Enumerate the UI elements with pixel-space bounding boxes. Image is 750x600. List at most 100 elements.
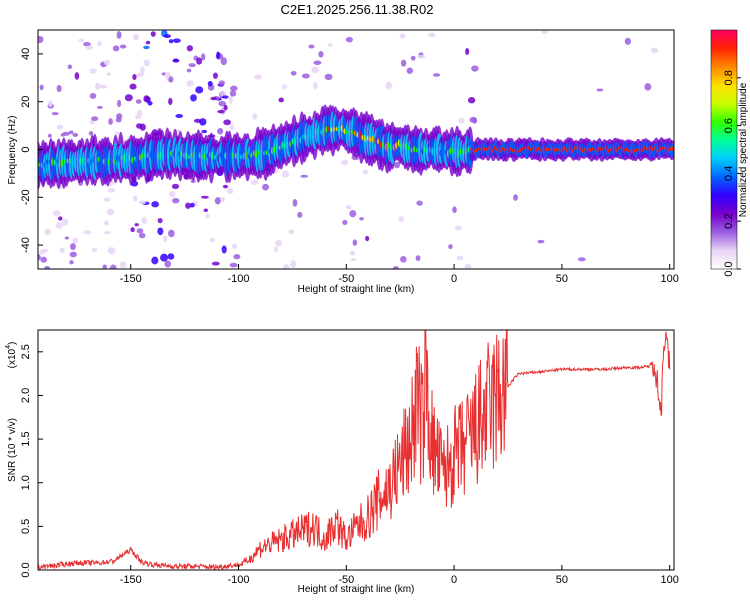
spectrogram-speckle: [308, 44, 315, 49]
spectrogram-speckle: [223, 119, 232, 126]
spectrogram-speckle: [186, 68, 192, 73]
spectrogram-speckle: [229, 123, 235, 131]
spectrogram-speckle: [44, 266, 51, 269]
spectrogram-speckle: [232, 243, 238, 249]
spectrogram-speckle: [205, 213, 210, 219]
spectrogram-speckle: [175, 129, 181, 133]
spectrogram-speckle: [352, 239, 358, 246]
spectrogram-speckle: [345, 36, 353, 43]
spectrogram-speckle: [116, 31, 122, 39]
spectrogram-speckle: [399, 33, 406, 39]
spectrogram-speckle: [72, 237, 78, 244]
spectrogram-speckle: [95, 82, 101, 90]
snr-x-axis-label: Height of straight line (km): [298, 584, 415, 595]
spectrogram-speckle: [456, 255, 464, 261]
snr-x-axis: -150 -100 -50 0 50 100: [120, 565, 679, 586]
spectrogram-speckle: [398, 216, 404, 223]
spectrogram-speckle: [145, 40, 151, 45]
spectrogram-speckle: [433, 73, 441, 77]
spectrogram-speckle: [107, 247, 116, 255]
spectrogram-speckle: [467, 97, 476, 104]
spectrogram-speckle: [251, 180, 259, 186]
spectrogram-speckle: [140, 66, 145, 75]
spectrogram-y-axis-label: Frequency (Hz): [7, 116, 18, 185]
colorbar-tick-label: 0.2: [723, 214, 735, 229]
spectrogram-speckle: [210, 96, 217, 101]
spectrogram-speckle: [282, 84, 287, 90]
spectrogram-speckle: [157, 218, 163, 224]
spectrogram-speckle: [103, 59, 111, 66]
snr-series-line: [38, 330, 671, 570]
spectrogram-speckle: [38, 35, 44, 44]
colorbar-tick-label: 0.6: [723, 118, 735, 133]
spectrogram-speckle: [362, 169, 369, 175]
snr-y-axis-label: SNR (10 * v/v): [7, 418, 18, 482]
spectrogram-speckle: [47, 133, 52, 138]
spectrogram-speckle: [190, 179, 196, 183]
spectrogram-speckle: [222, 184, 229, 189]
spectrogram-speckle: [537, 239, 545, 244]
spectrogram-speckle: [458, 117, 465, 124]
colorbar-tick-label: 0.4: [723, 166, 735, 181]
spectrogram-speckle: [273, 246, 278, 253]
spectrogram-speckle: [223, 104, 228, 111]
spectrogram-speckle: [201, 129, 208, 134]
spectrogram-speckle: [168, 39, 174, 44]
spectrogram-speckle: [168, 97, 173, 106]
spectrogram-speckle: [400, 255, 407, 263]
spectrogram-y-tick-label: 20: [20, 96, 32, 108]
spectrogram-speckle: [513, 194, 518, 201]
spectrogram-speckle: [143, 45, 150, 50]
snr-x-tick-label: 0: [451, 574, 457, 586]
spectrogram-speckle: [112, 45, 120, 52]
spectrogram-speckle: [56, 84, 62, 93]
spectrogram-speckle: [60, 132, 66, 137]
spectrogram-speckle: [359, 217, 364, 221]
spectrogram-speckle: [342, 219, 348, 226]
snr-y-tick-label: 1.0: [20, 475, 32, 490]
spectrogram-speckle: [39, 84, 44, 91]
spectrogram-speckle: [83, 230, 92, 235]
spectrogram-speckle: [218, 80, 226, 86]
spectrogram-x-tick-label: 100: [661, 273, 679, 285]
spectrogram-speckle: [134, 223, 139, 227]
spectrogram-speckle: [168, 229, 175, 238]
spectrogram-speckle: [96, 105, 103, 109]
spectrogram-speckle: [201, 53, 206, 61]
spectrogram-speckle: [89, 119, 95, 125]
snr-frame: [37, 329, 675, 571]
spectrogram-speckle: [163, 235, 168, 243]
spectrogram-speckle: [169, 190, 176, 198]
spectrogram-speckle: [104, 220, 109, 226]
spectrogram-speckle: [471, 65, 479, 72]
spectrogram-speckle: [349, 250, 356, 256]
spectrogram-speckle: [207, 80, 213, 87]
spectrogram-x-axis: -150 -100 -50 0 50 100: [120, 264, 679, 285]
snr-x-tick-label: -150: [120, 574, 142, 586]
spectrogram-speckle: [78, 38, 85, 43]
spectrogram-speckle: [541, 30, 549, 35]
spectrogram-speckle: [410, 55, 416, 61]
spectrogram-speckle: [229, 262, 238, 268]
spectrogram-speckle: [138, 232, 146, 239]
spectrogram-speckle: [116, 113, 123, 120]
spectrogram-x-tick-label: -100: [227, 273, 249, 285]
spectrogram-speckle: [196, 57, 203, 65]
colorbar-ticks: 0.0 0.2 0.4 0.6 0.8: [723, 70, 741, 277]
spectrogram-speckle: [190, 94, 197, 102]
spectrogram-speckle: [311, 66, 319, 74]
spectrogram-speckle: [83, 41, 91, 47]
spectrogram-speckle: [143, 95, 150, 103]
spectrogram-speckle: [160, 253, 169, 262]
figure-title: C2E1.2025.256.11.38.R02: [281, 2, 434, 17]
spectrogram-speckle: [38, 253, 41, 261]
spectrogram-speckle: [195, 86, 204, 94]
spectrogram-speckle: [292, 198, 298, 207]
snr-y-tick-label: 0.5: [20, 519, 32, 534]
spectrogram-y-tick-label: -40: [20, 237, 32, 253]
spectrogram-speckle: [452, 206, 457, 214]
spectrogram-speckle: [228, 96, 233, 104]
spectrogram-speckle: [136, 123, 143, 129]
spectrogram-speckle: [252, 113, 258, 120]
